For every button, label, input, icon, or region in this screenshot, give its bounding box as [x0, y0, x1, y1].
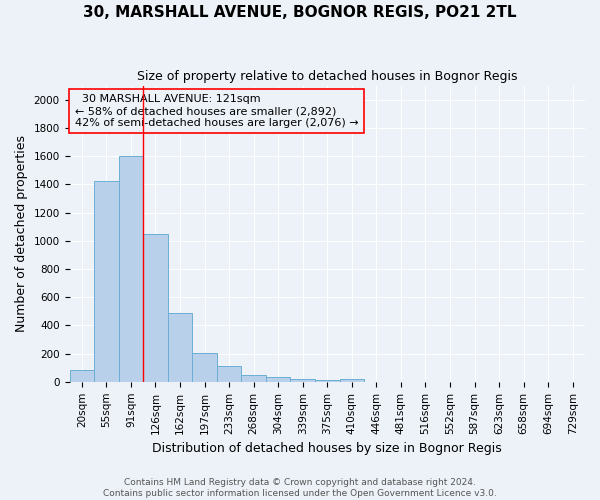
Bar: [241, 376, 266, 382]
Bar: [168, 312, 192, 382]
Bar: [266, 377, 290, 382]
Text: Contains HM Land Registry data © Crown copyright and database right 2024.
Contai: Contains HM Land Registry data © Crown c…: [103, 478, 497, 498]
Bar: [94, 182, 119, 382]
Text: 30 MARSHALL AVENUE: 121sqm
← 58% of detached houses are smaller (2,892)
42% of s: 30 MARSHALL AVENUE: 121sqm ← 58% of deta…: [74, 94, 358, 128]
Bar: [192, 353, 217, 382]
X-axis label: Distribution of detached houses by size in Bognor Regis: Distribution of detached houses by size …: [152, 442, 502, 455]
Bar: [290, 379, 315, 382]
Bar: [315, 380, 340, 382]
Title: Size of property relative to detached houses in Bognor Regis: Size of property relative to detached ho…: [137, 70, 518, 83]
Bar: [217, 366, 241, 382]
Bar: [119, 156, 143, 382]
Y-axis label: Number of detached properties: Number of detached properties: [15, 135, 28, 332]
Bar: [143, 234, 168, 382]
Text: 30, MARSHALL AVENUE, BOGNOR REGIS, PO21 2TL: 30, MARSHALL AVENUE, BOGNOR REGIS, PO21 …: [83, 5, 517, 20]
Bar: [340, 380, 364, 382]
Bar: [70, 370, 94, 382]
